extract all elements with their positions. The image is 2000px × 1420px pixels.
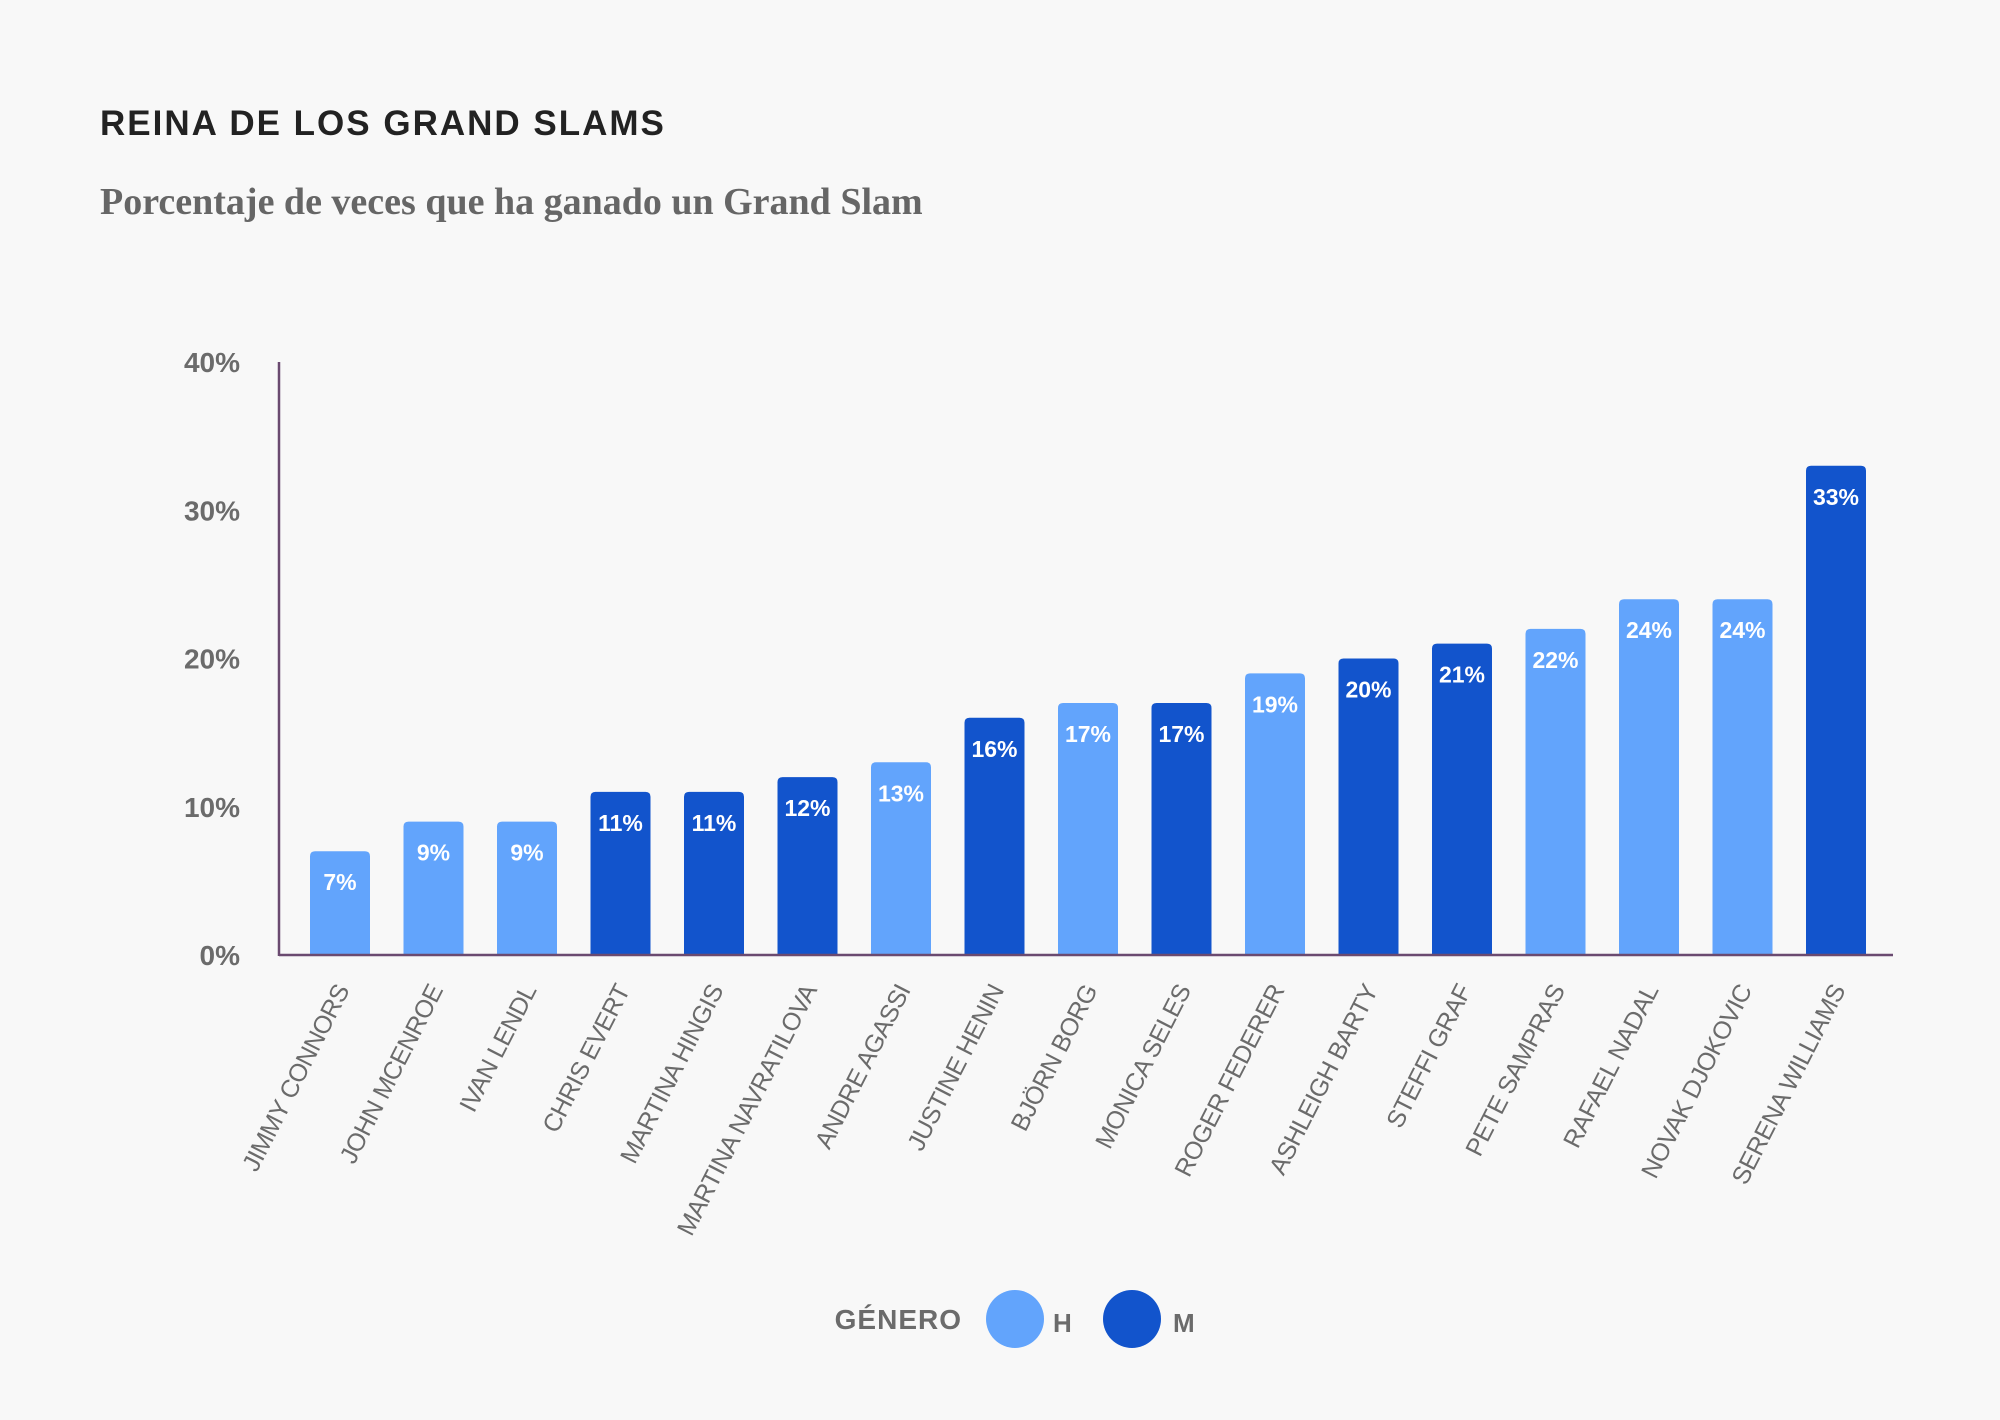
data-label: 17% <box>1158 721 1204 747</box>
bar <box>1338 658 1399 955</box>
data-label: 21% <box>1439 662 1485 688</box>
bar <box>497 821 557 955</box>
x-tick-label: ANDRE AGASSI <box>810 980 917 1153</box>
chart-subtitle: Porcentaje de veces que ha ganado un Gra… <box>100 181 923 223</box>
data-label: 13% <box>878 780 924 806</box>
chart-title: REINA DE LOS GRAND SLAMS <box>100 104 666 143</box>
data-label: 20% <box>1345 677 1391 703</box>
bar <box>1806 465 1866 955</box>
data-label: 12% <box>784 795 830 821</box>
bar <box>964 717 1025 955</box>
data-label: 7% <box>323 869 356 895</box>
data-label: 11% <box>692 810 737 836</box>
bar <box>1151 702 1212 955</box>
bar <box>1432 643 1492 955</box>
legend-title: GÉNERO <box>835 1304 962 1335</box>
x-tick-label: STEFFI GRAF <box>1381 980 1477 1133</box>
legend-swatch <box>1103 1290 1161 1348</box>
x-tick-label: RAFAEL NADAL <box>1558 979 1665 1152</box>
x-tick-label: MONICA SELES <box>1090 980 1197 1153</box>
y-tick-label: 20% <box>184 644 240 675</box>
data-label: 24% <box>1626 617 1672 643</box>
bar <box>403 821 464 955</box>
data-label: 24% <box>1719 617 1765 643</box>
legend-label: H <box>1053 1308 1072 1338</box>
x-tick-label: PETE SAMPRAS <box>1460 980 1571 1161</box>
legend-label: M <box>1173 1308 1195 1338</box>
data-label: 33% <box>1813 484 1859 510</box>
bar <box>310 851 370 955</box>
data-label: 19% <box>1252 691 1298 717</box>
data-label: 9% <box>417 840 450 866</box>
x-tick-label: JOHN MCENROE <box>335 980 449 1168</box>
data-label: 11% <box>598 810 643 836</box>
x-tick-label: IVAN LENDL <box>454 979 542 1116</box>
bar <box>590 791 651 955</box>
bar <box>1712 599 1773 955</box>
legend-swatch <box>986 1290 1044 1348</box>
y-tick-label: 30% <box>184 495 240 526</box>
bar <box>777 777 838 955</box>
x-tick-label: ASHLEIGH BARTY <box>1264 979 1384 1179</box>
data-label: 17% <box>1065 721 1111 747</box>
data-label: 16% <box>971 736 1017 762</box>
bar <box>1058 702 1118 955</box>
y-tick-label: 40% <box>184 347 240 378</box>
bar <box>684 791 744 955</box>
x-tick-label: BJÖRN BORG <box>1006 980 1104 1136</box>
y-tick-label: 0% <box>200 940 241 971</box>
y-tick-label: 10% <box>184 792 240 823</box>
x-tick-label: JUSTINE HENIN <box>902 980 1010 1155</box>
bar <box>1619 599 1679 955</box>
data-label: 9% <box>510 840 543 866</box>
x-tick-label: MARTINA HINGIS <box>615 980 729 1168</box>
bar <box>871 762 931 955</box>
data-label: 22% <box>1532 647 1578 673</box>
bar <box>1525 628 1586 955</box>
bar <box>1245 673 1305 955</box>
x-tick-label: JIMMY CONNORS <box>237 980 355 1176</box>
x-tick-label: CHRIS EVERT <box>537 980 636 1137</box>
